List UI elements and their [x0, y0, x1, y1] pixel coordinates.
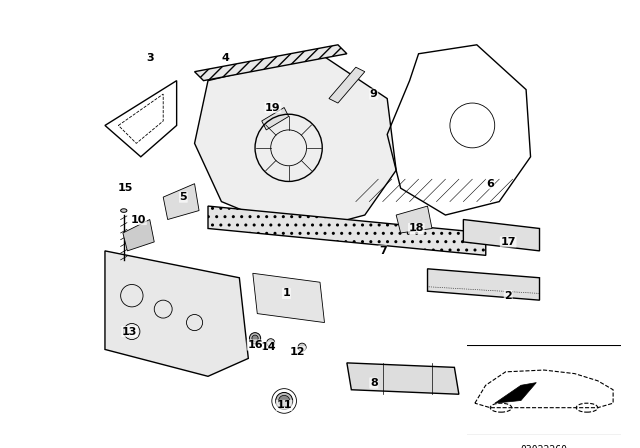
Ellipse shape [298, 343, 306, 351]
Text: 12: 12 [290, 347, 305, 357]
Polygon shape [463, 220, 540, 251]
Polygon shape [347, 363, 459, 394]
Ellipse shape [252, 335, 258, 341]
Ellipse shape [276, 392, 292, 409]
Text: 17: 17 [500, 237, 516, 247]
Text: 19: 19 [265, 103, 281, 112]
Polygon shape [428, 269, 540, 300]
Text: 15: 15 [117, 183, 133, 193]
Text: 4: 4 [222, 53, 230, 63]
Text: 8: 8 [370, 378, 378, 388]
Text: 03022260: 03022260 [520, 445, 568, 448]
Text: 1: 1 [282, 289, 291, 298]
Text: 7: 7 [379, 246, 387, 256]
Polygon shape [396, 206, 432, 233]
Text: 14: 14 [260, 342, 276, 352]
Polygon shape [105, 251, 248, 376]
Ellipse shape [278, 396, 290, 407]
Ellipse shape [250, 332, 260, 344]
Polygon shape [195, 54, 396, 233]
Text: 9: 9 [370, 89, 378, 99]
Polygon shape [262, 108, 289, 130]
Text: 6: 6 [486, 179, 494, 189]
Polygon shape [163, 184, 199, 220]
Text: 11: 11 [276, 401, 292, 410]
Polygon shape [123, 220, 154, 251]
Ellipse shape [121, 209, 127, 212]
Ellipse shape [267, 339, 275, 347]
Polygon shape [208, 206, 486, 255]
Polygon shape [495, 383, 536, 403]
Text: 18: 18 [408, 224, 424, 233]
Text: 5: 5 [180, 192, 187, 202]
Polygon shape [253, 273, 324, 323]
Text: 10: 10 [131, 215, 147, 224]
Text: 13: 13 [122, 327, 138, 336]
Text: 2: 2 [504, 291, 512, 301]
Text: 3: 3 [146, 53, 154, 63]
Polygon shape [195, 45, 347, 81]
Polygon shape [329, 67, 365, 103]
Text: 16: 16 [247, 340, 263, 350]
